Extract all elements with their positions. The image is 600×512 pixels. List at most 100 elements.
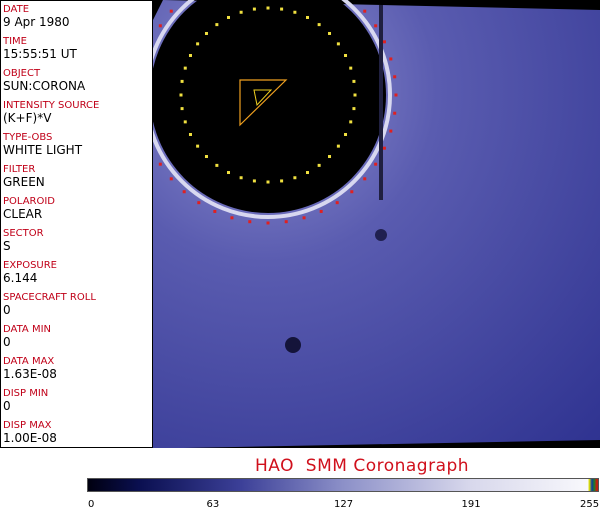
field-label: SPACECRAFT ROLL [3, 292, 96, 303]
grid-dot [302, 216, 306, 220]
grid-dot [230, 216, 234, 220]
field-intensity-source: INTENSITY SOURCE (K+F)*V [3, 100, 99, 125]
grid-dot [349, 120, 353, 124]
grid-dot [393, 75, 397, 79]
field-label: DISP MIN [3, 388, 49, 399]
grid-dot [213, 209, 217, 213]
grid-dot [252, 179, 256, 183]
grid-dot [319, 209, 323, 213]
field-data-min: DATA MIN 0 [3, 324, 51, 349]
grid-dot [169, 9, 173, 13]
grid-dot [215, 23, 219, 27]
grid-dot [169, 177, 173, 181]
grid-dot [293, 176, 297, 180]
grid-dot [182, 190, 186, 194]
grid-dot [266, 180, 270, 184]
field-value: 9 Apr 1980 [3, 15, 70, 29]
grid-dot [196, 144, 200, 148]
color-scale-bar [87, 478, 599, 492]
field-exposure: EXPOSURE 6.144 [3, 260, 57, 285]
grid-dot [227, 15, 231, 19]
field-time: TIME 15:55:51 UT [3, 36, 77, 61]
dark-spot [285, 337, 301, 353]
grid-dot [239, 10, 243, 14]
grid-dot [363, 9, 367, 13]
colorbar-tick-label: 127 [334, 499, 354, 510]
field-label: DISP MAX [3, 420, 52, 431]
grid-dot [353, 93, 357, 97]
field-value: 0 [3, 303, 11, 317]
grid-dot [350, 190, 354, 194]
sun-outline-marker [239, 79, 288, 127]
grid-dot [317, 23, 321, 27]
grid-dot [389, 129, 393, 133]
field-label: SECTOR [3, 228, 44, 239]
grid-dot [180, 107, 184, 111]
field-label: DATA MAX [3, 356, 55, 367]
grid-dot [180, 79, 184, 83]
field-data-max: DATA MAX 1.63E-08 [3, 356, 57, 381]
grid-dot [183, 66, 187, 70]
grid-dot [335, 201, 339, 205]
colorbar-tick-label: 0 [88, 499, 95, 510]
grid-dot [183, 120, 187, 124]
field-value: 6.144 [3, 271, 38, 285]
field-value: 1.00E-08 [3, 431, 57, 445]
field-disp-min: DISP MIN 0 [3, 388, 48, 413]
grid-dot [204, 31, 208, 35]
field-label: FILTER [3, 164, 36, 175]
colorbar-tick-label: 255 [580, 499, 600, 510]
grid-dot [248, 220, 252, 224]
occulter-rim [153, 0, 392, 219]
field-value: WHITE LIGHT [3, 143, 83, 157]
field-label: OBJECT [3, 68, 41, 79]
grid-dot [352, 79, 356, 83]
grid-dot [394, 93, 398, 97]
field-disp-max: DISP MAX 1.00E-08 [3, 420, 57, 445]
field-spacecraft-roll: SPACECRAFT ROLL 0 [3, 292, 96, 317]
grid-dot [284, 220, 288, 224]
grid-dot [196, 42, 200, 46]
grid-dot [204, 155, 208, 159]
grid-dot [188, 54, 192, 58]
field-value: 1.63E-08 [3, 367, 57, 381]
field-value: SUN:CORONA [3, 79, 86, 93]
field-value: (K+F)*V [3, 111, 52, 125]
field-filter: FILTER GREEN [3, 164, 45, 189]
instrument-title: HAO SMM Coronagraph [255, 456, 470, 476]
field-value: S [3, 239, 11, 253]
grid-dot [336, 42, 340, 46]
colorbar-tick-label: 63 [206, 499, 220, 510]
grid-dot [158, 162, 162, 166]
grid-dot [280, 179, 284, 183]
coronagraph-image [153, 0, 600, 448]
field-sector: SECTOR S [3, 228, 44, 253]
grid-dot [305, 171, 309, 175]
grid-dot [382, 40, 386, 44]
field-polaroid: POLAROID CLEAR [3, 196, 55, 221]
grid-dot [328, 31, 332, 35]
grid-dot [305, 15, 309, 19]
field-label: EXPOSURE [3, 260, 58, 271]
grid-dot [179, 93, 183, 97]
grid-dot [344, 132, 348, 136]
grid-dot [382, 146, 386, 150]
grid-dot [293, 10, 297, 14]
field-object: OBJECT SUN:CORONA [3, 68, 85, 93]
grid-dot [227, 171, 231, 175]
grid-dot [239, 176, 243, 180]
field-label: TIME [3, 36, 28, 47]
field-value: 0 [3, 399, 11, 413]
grid-dot [352, 107, 356, 111]
grid-dot [349, 66, 353, 70]
field-label: DATE [3, 4, 30, 15]
field-date: DATE 9 Apr 1980 [3, 4, 70, 29]
field-label: DATA MIN [3, 324, 51, 335]
grid-dot [374, 162, 378, 166]
field-value: CLEAR [3, 207, 43, 221]
grid-dot [363, 177, 367, 181]
grid-dot [158, 24, 162, 28]
field-value: 0 [3, 335, 11, 349]
field-value: GREEN [3, 175, 45, 189]
grid-dot [215, 163, 219, 167]
